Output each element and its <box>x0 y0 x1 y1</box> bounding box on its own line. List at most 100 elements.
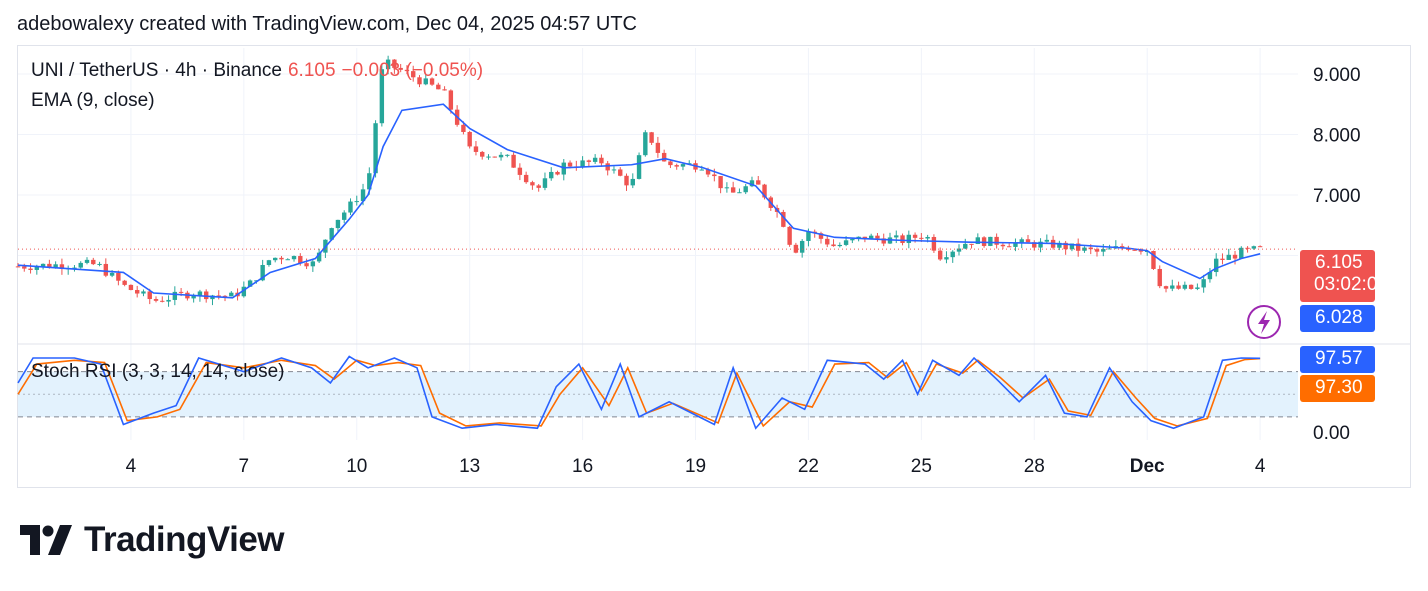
y-tick-label: 7.000 <box>1313 186 1361 207</box>
candle-body <box>373 123 378 174</box>
countdown-value: 03:02:08 <box>1314 274 1388 295</box>
candle-body <box>160 300 165 302</box>
candle-body <box>605 163 610 171</box>
candle-body <box>611 169 617 171</box>
candle-body <box>781 211 786 227</box>
candle-body <box>931 236 937 251</box>
candle-body <box>624 175 629 186</box>
candle-body <box>1232 254 1238 259</box>
candle-body <box>530 182 535 186</box>
candle-body <box>925 236 930 239</box>
legend-price: 6.105 <box>287 60 336 81</box>
candle-body <box>260 265 265 281</box>
candle-body <box>342 212 347 220</box>
k-value-tag: 97.57 <box>1300 346 1375 373</box>
candle-body <box>950 251 955 258</box>
candle-body <box>1006 246 1012 248</box>
candle-body <box>793 244 799 253</box>
candle-body <box>1132 249 1137 251</box>
candle-body <box>762 184 767 198</box>
candle-body <box>969 243 974 245</box>
candle-body <box>542 178 548 188</box>
last-price-value: 6.105 <box>1315 252 1363 273</box>
candle-body <box>40 263 46 267</box>
candle-body <box>1101 249 1106 252</box>
candle-body <box>285 259 290 261</box>
candle-body <box>304 263 309 267</box>
candle-body <box>316 252 322 262</box>
candle-body <box>53 264 58 268</box>
tradingview-logo[interactable]: TradingView <box>20 520 285 560</box>
symbol-legend[interactable]: UNI / TetherUS · 4h · Binance 6.105 −0.003… <box>31 60 483 82</box>
candle-body <box>643 132 648 156</box>
candle-body <box>379 69 385 124</box>
candle-body <box>618 169 623 176</box>
stoch-y-tick-label: 0.00 <box>1313 423 1350 444</box>
candle-body <box>799 240 805 253</box>
candle-body <box>956 248 962 252</box>
candle-body <box>15 266 21 268</box>
candle-body <box>492 156 497 158</box>
candle-body <box>1000 244 1006 247</box>
x-tick-label: 28 <box>1024 456 1045 477</box>
candle-body <box>1032 242 1037 248</box>
tradingview-logo-icon <box>20 525 72 555</box>
candle-body <box>649 132 654 143</box>
candle-body <box>109 272 115 276</box>
candle-body <box>1251 246 1257 249</box>
candle-body <box>84 259 90 263</box>
candle-body <box>843 240 849 245</box>
ema-legend[interactable]: EMA (9, close) <box>31 90 155 111</box>
x-tick-label: 16 <box>572 456 593 477</box>
candle-body <box>868 235 874 240</box>
candle-body <box>78 262 83 268</box>
candle-body <box>97 263 102 265</box>
candle-body <box>72 267 77 269</box>
candle-body <box>423 78 428 85</box>
candle-body <box>1069 243 1075 250</box>
candle-body <box>906 234 912 244</box>
candle-body <box>141 291 146 294</box>
candle-body <box>919 237 924 239</box>
candle-body <box>266 260 272 266</box>
candle-body <box>1245 247 1250 249</box>
candle-body <box>988 236 993 246</box>
candle-body <box>178 291 184 293</box>
candle-body <box>122 280 127 285</box>
candle-body <box>749 180 755 187</box>
candle-body <box>567 162 573 167</box>
candle-body <box>894 235 899 238</box>
candle-body <box>404 69 410 72</box>
candle-body <box>147 291 152 300</box>
candle-body <box>354 201 359 203</box>
candle-body <box>298 256 303 264</box>
candle-body <box>247 280 253 287</box>
candle-body <box>1025 239 1031 243</box>
candle-body <box>944 257 949 260</box>
candle-body <box>1019 239 1024 243</box>
candle-body <box>1013 242 1018 247</box>
candle-body <box>505 154 510 156</box>
candle-body <box>273 257 278 261</box>
candle-body <box>91 259 96 265</box>
candle-body <box>1057 242 1062 248</box>
candle-body <box>1226 254 1231 260</box>
candle-body <box>831 244 836 247</box>
candle-body <box>486 156 491 158</box>
candle-body <box>875 235 880 239</box>
candle-body <box>1151 250 1156 269</box>
candle-body <box>59 264 65 269</box>
candle-body <box>47 263 52 268</box>
candle-body <box>912 234 918 238</box>
candle-body <box>310 261 316 267</box>
candle-body <box>429 78 435 85</box>
candle-body <box>335 219 341 229</box>
candle-body <box>480 151 485 157</box>
stoch-legend[interactable]: Stoch RSI (3, 3, 14, 14, close) <box>31 361 285 382</box>
candle-body <box>549 171 554 179</box>
stoch-k-line <box>17 355 1261 430</box>
candle-body <box>599 157 604 164</box>
candle-body <box>1094 249 1100 252</box>
x-tick-label: 19 <box>685 456 706 477</box>
